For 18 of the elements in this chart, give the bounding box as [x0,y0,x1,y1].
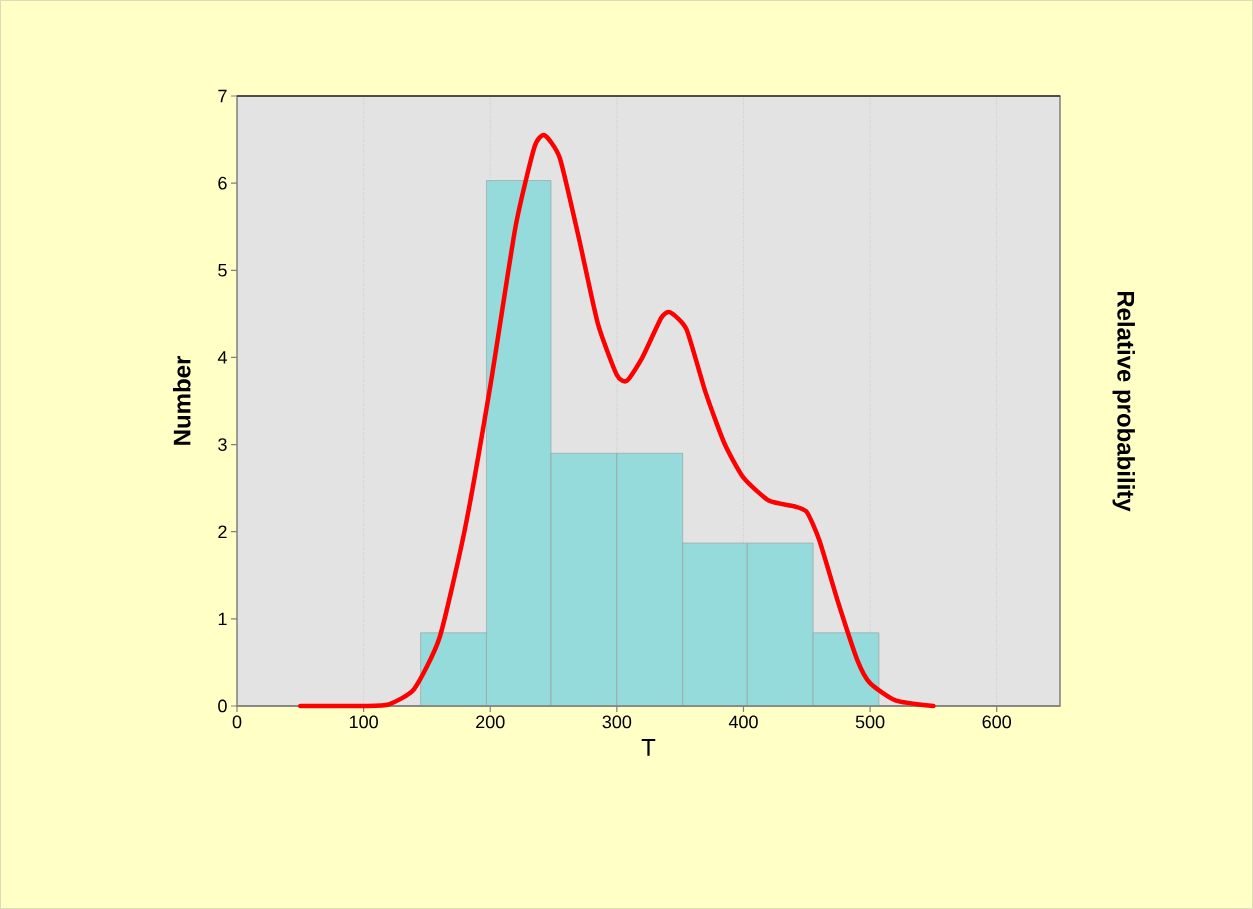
y-tick-label: 3 [218,438,227,451]
y-tick-label: 4 [217,351,227,364]
x-tick-label: 0 [232,715,242,729]
x-tick-label: 100 [349,715,378,729]
x-tick-label: 200 [476,715,505,729]
x-tick-label: 400 [728,715,758,729]
y-tick-label: 7 [218,89,227,103]
x-tick-label: 300 [602,715,632,729]
y-tick-label: 1 [218,612,227,626]
y-tick-label: 6 [218,176,227,190]
y-axis-title: Number [172,356,191,445]
y-tick-label: 5 [218,263,227,277]
x-tick-label: 600 [982,715,1012,729]
x-tick-label: 500 [855,715,885,729]
y-tick-label: 0 [218,699,227,713]
y-axis-title: Relative probability [1112,291,1135,512]
x-axis-title: T [641,739,656,756]
y-tick-label: 2 [218,525,227,538]
